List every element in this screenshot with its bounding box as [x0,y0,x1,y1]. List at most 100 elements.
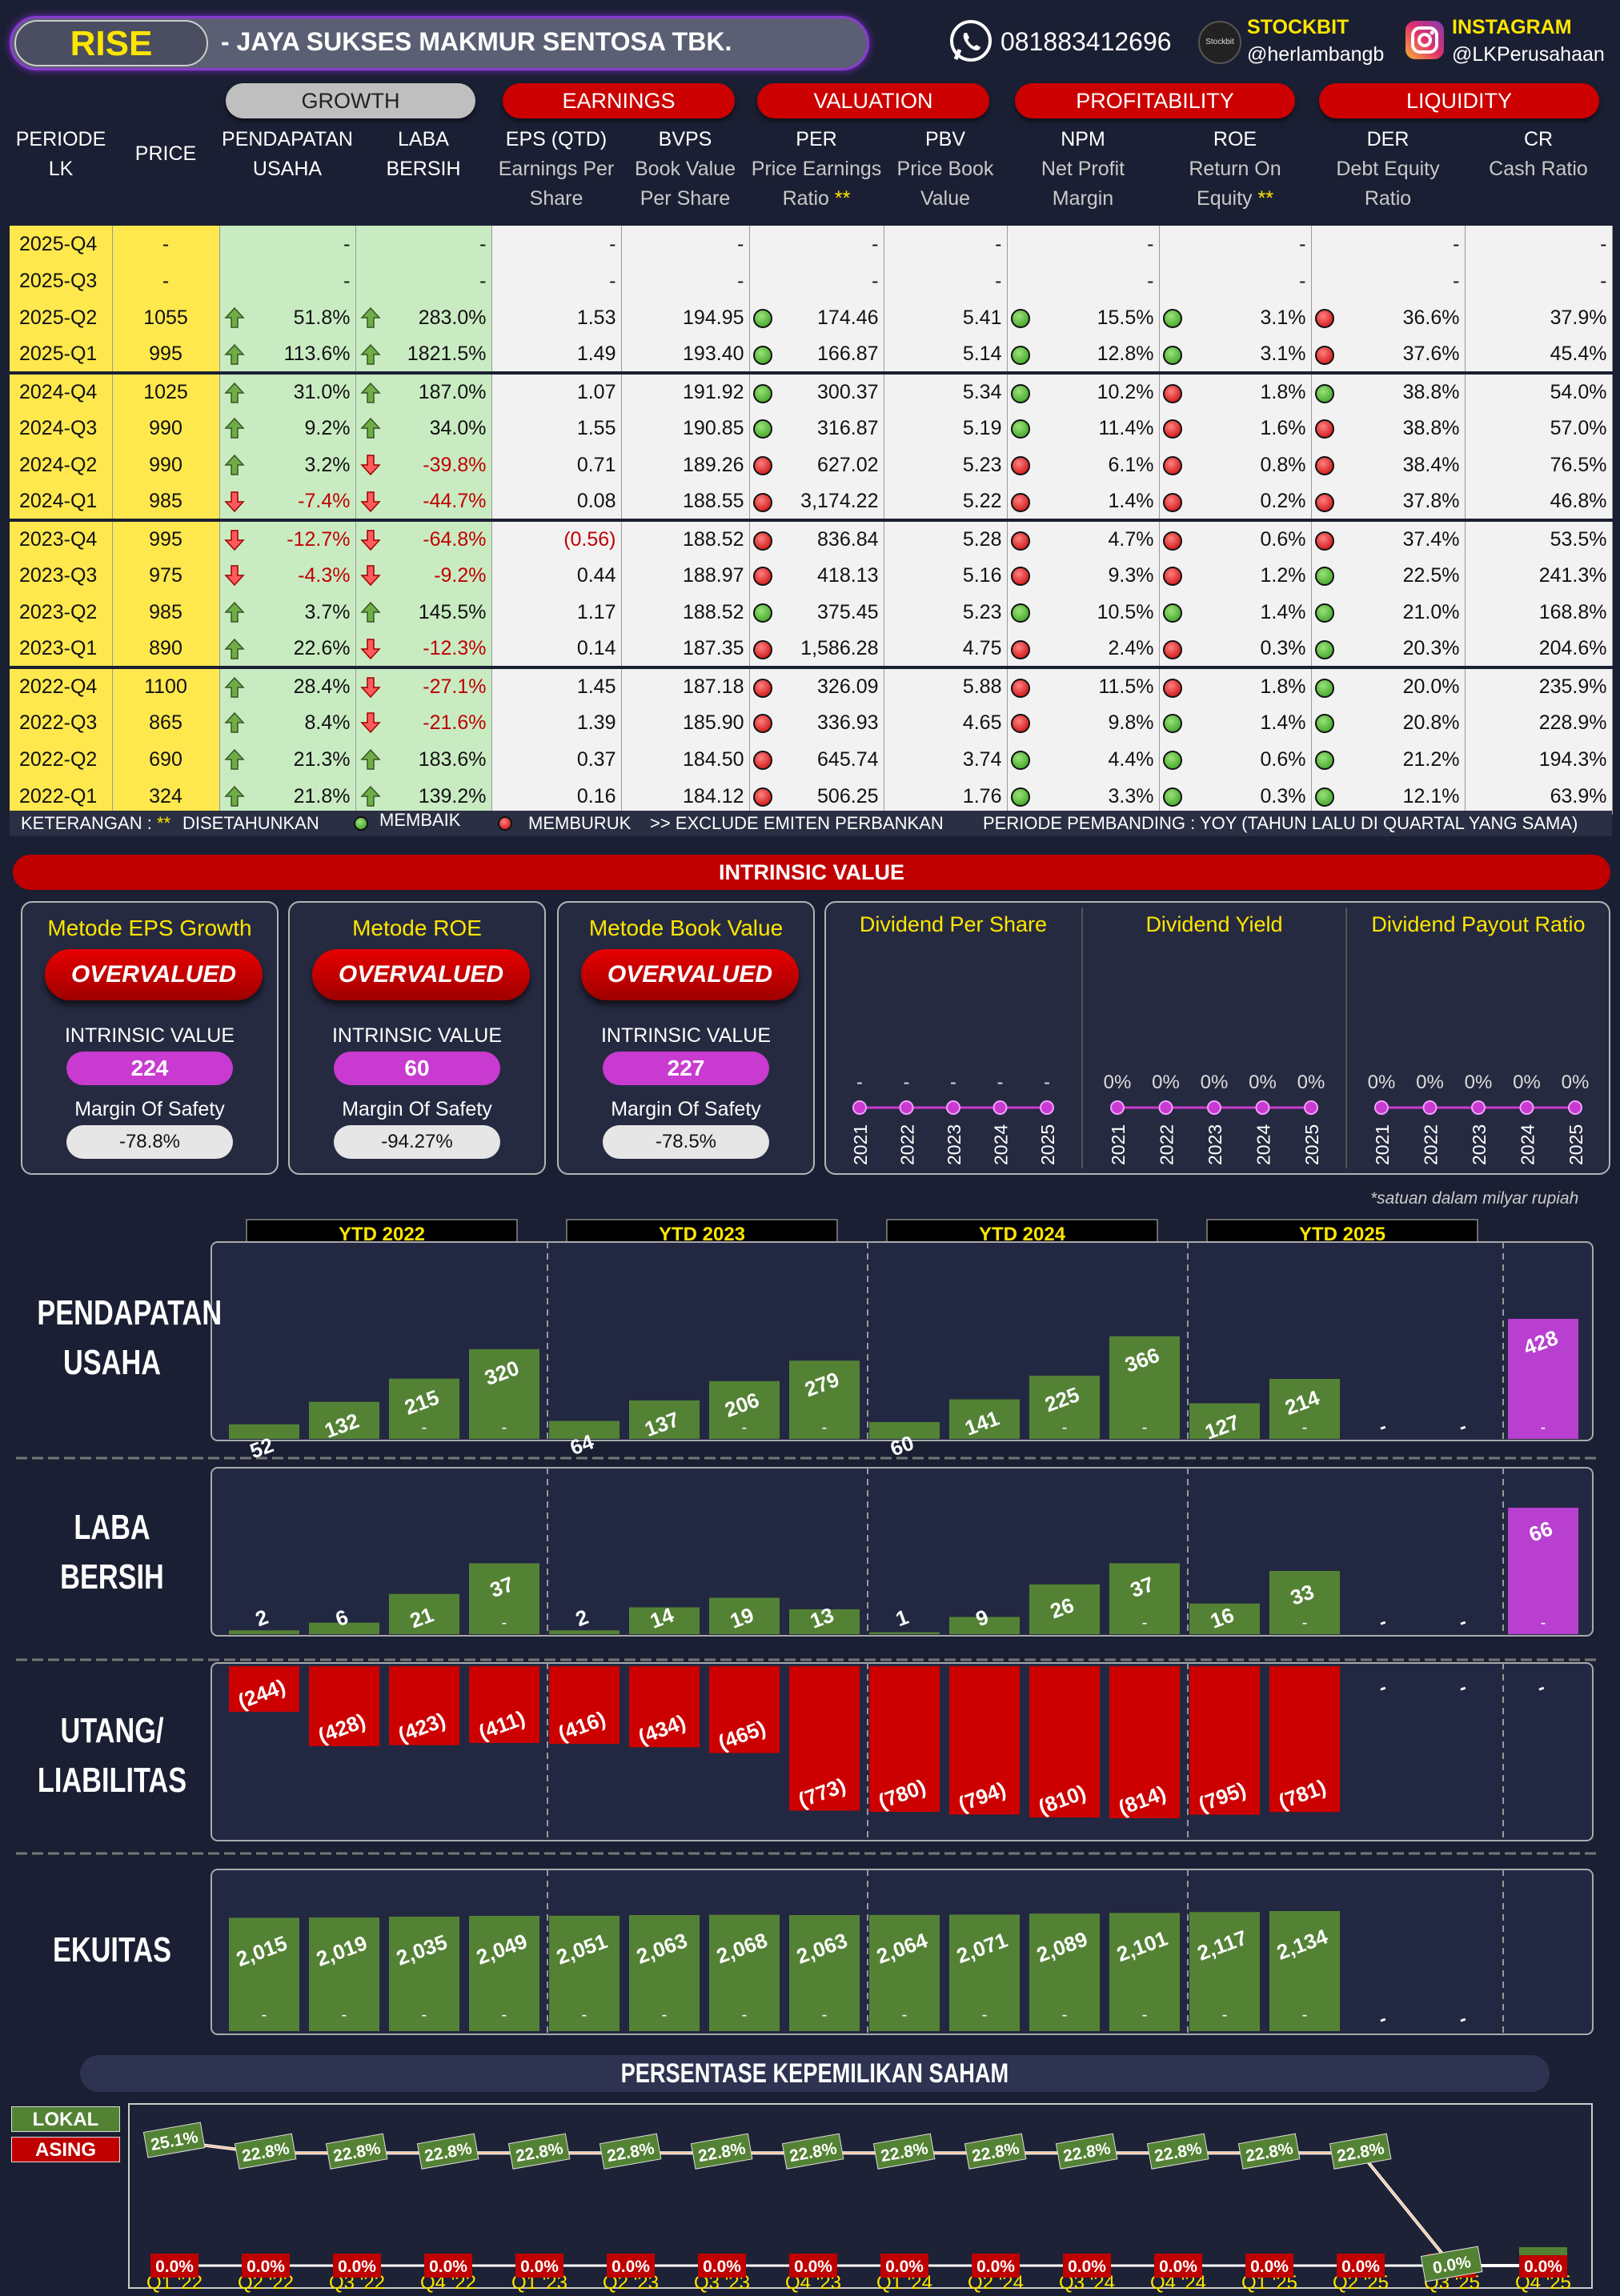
cell-npm: 6.1% [1007,447,1160,483]
col-npm-sub1: Net Profit [1041,158,1125,180]
cell-pendapatan-growth: -4.3% [219,557,356,594]
cell-eps: (0.56) [491,519,622,557]
col-per-sub2: Ratio [782,187,829,210]
chart-panel [211,1467,1594,1637]
up-arrow-icon [359,343,381,365]
cell-der: 20.3% [1311,631,1466,667]
bar-zero-tick: - [742,1419,748,1437]
footnote-memburuk: MEMBURUK [528,813,632,833]
asing-data-label: 0.0% [885,2258,924,2276]
cell-npm: 11.5% [1007,666,1160,704]
cell-periode: 2024-Q1 [10,483,113,520]
green-dot-icon [1010,309,1030,328]
red-dot-icon [752,493,772,512]
bar-zero-tick: - [982,2006,988,2024]
cell-periode: 2023-Q1 [10,631,113,667]
lokal-label-box [1420,2246,1483,2282]
cell-roe: 0.6% [1159,741,1312,778]
revenue-bar [549,1420,620,1439]
red-dot-icon [1010,714,1030,733]
asing-data-label: 0.0% [520,2258,559,2276]
bar-zero-tick: - [742,2006,748,2024]
cell-eps: 0.37 [491,741,622,778]
footnote-star: ** [157,813,171,833]
instagram-label: INSTAGRAM [1452,16,1572,38]
col-cr: CR [1523,128,1554,150]
dividend-point [992,1100,1008,1115]
lokal-label-group: 22.8% [1237,2133,1301,2170]
up-arrow-icon [223,601,245,623]
col-bvps-sub2: Per Share [640,187,731,210]
asing-label-box [515,2254,563,2278]
cell-cr: 45.4% [1465,336,1613,373]
col-price: PRICE [134,142,197,165]
cell-roe: 0.3% [1159,778,1312,815]
cell-pbv: 5.28 [884,519,1008,557]
chart-panel [211,1241,1594,1441]
liability-bar [1109,1666,1180,1818]
dividend-charts: Dividend Per Share - 2021 - 2022 - 2023 - 2024 - 2… [850,908,1589,1168]
cell-pendapatan-growth: 22.6% [219,631,356,667]
cell-laba-growth: -64.8% [355,519,492,557]
lokal-label-group: 22.8% [507,2133,571,2170]
red-dot-icon [1162,567,1182,586]
cell-roe: 1.8% [1159,371,1312,410]
lokal-label-group: 22.8% [599,2133,662,2170]
lokal-label-box [1329,2133,1392,2170]
col-roe-sub1: Return On [1189,158,1281,180]
liability-bar [1269,1666,1340,1813]
equity-bar [549,1915,620,2031]
col-der: DER [1366,128,1409,150]
equity-bar [1029,1913,1100,2031]
profit-bar [469,1563,539,1634]
col-roe: ROE [1213,128,1257,150]
table-row: 2023-Q2 985 3.7% 145.5% 1.17 188.52 375.45 5.23… [10,594,1613,631]
lokal-label-box [1237,2133,1301,2170]
intrinsic-title-bar: INTRINSIC VALUE [13,855,1610,890]
green-dot-icon [1314,751,1334,770]
cell-pbv: - [884,226,1008,262]
down-arrow-icon [223,491,245,513]
cell-cr: 46.8% [1465,483,1613,520]
lokal-label-box [234,2133,297,2170]
table-row: 2025-Q2 1055 51.8% 283.0% 1.53 194.95 174.46 5.… [10,299,1613,336]
cell-pbv: 5.22 [884,483,1008,520]
cell-eps: - [491,262,622,299]
cell-der: 37.4% [1311,519,1466,557]
footnote-exclude: >> EXCLUDE EMITEN PERBANKAN [650,813,944,833]
green-dot-icon [1314,714,1334,733]
cell-npm: 1.4% [1007,483,1160,520]
lokal-label-box [599,2133,662,2170]
red-dot-icon [1162,493,1182,512]
bar-zero-tick: - [502,1614,507,1632]
lokal-label-group: 22.8% [416,2133,479,2170]
asing-label-box [880,2254,928,2278]
cell-der: 20.0% [1311,666,1466,704]
cell-der: 21.0% [1311,594,1466,631]
cell-npm: 9.3% [1007,557,1160,594]
profit-bar [629,1607,700,1634]
green-dot-icon [752,419,772,439]
liability-bar [1189,1666,1260,1815]
bar-zero-tick: - [502,2006,507,2024]
dividend-chart-title: Dividend Payout Ratio [1371,912,1585,936]
lokal-label-box [964,2133,1027,2170]
cell-roe: 3.1% [1159,299,1312,336]
cell-der: 36.6% [1311,299,1466,336]
equity-bar [1189,1912,1260,2031]
dividend-point [1422,1100,1438,1115]
cell-pendapatan-growth: - [219,226,356,262]
table-row: 2025-Q3- - - - - - - - - - - [10,262,1613,299]
col-eps-sub1: Earnings Per [498,158,615,180]
table-row: 2025-Q4- - - - - - - - - - - [10,226,1613,262]
cell-bvps: 188.97 [621,557,750,594]
bar-zero-tick: - [342,2006,347,2024]
cell-pendapatan-growth: 8.4% [219,704,356,741]
table-row: 2024-Q4 1025 31.0% 187.0% 1.07 191.92 300.37 5.… [10,371,1613,410]
asing-label-box [333,2254,381,2278]
dividend-year-label: 2025 [1566,1124,1586,1165]
table-row: 2022-Q1 324 21.8% 139.2% 0.16 184.12 506.25 1.7… [10,778,1613,815]
profit-bar [709,1597,780,1634]
dividend-data-label: - [1044,1072,1050,1093]
footnote-periode: PERIODE PEMBANDING : YOY (TAHUN LALU DI … [983,813,1578,833]
